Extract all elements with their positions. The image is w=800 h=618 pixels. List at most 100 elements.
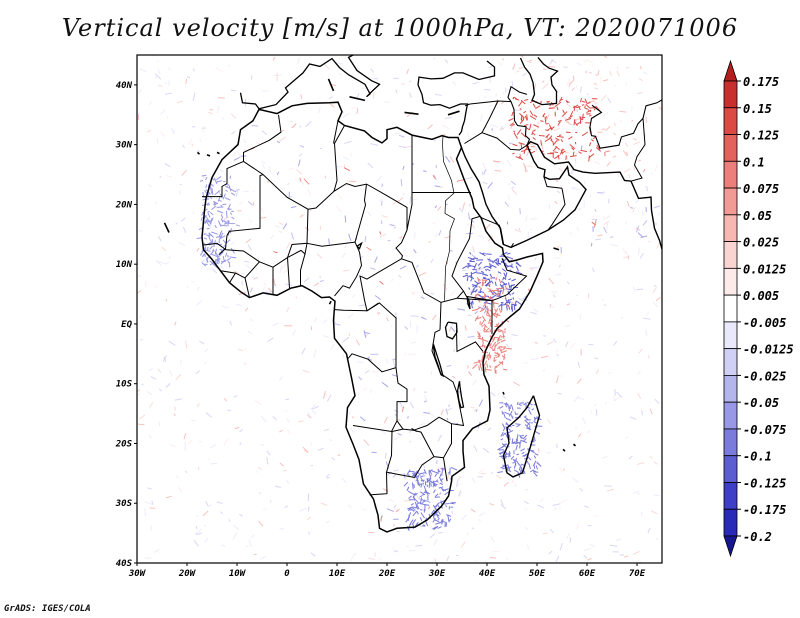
field-streak bbox=[503, 353, 505, 361]
field-streak bbox=[379, 198, 383, 202]
field-streak bbox=[477, 306, 484, 310]
field-streak bbox=[477, 331, 480, 336]
field-streak bbox=[520, 439, 528, 444]
field-streak bbox=[228, 519, 231, 522]
field-streak bbox=[607, 97, 612, 104]
field-streak bbox=[490, 391, 496, 397]
field-streak bbox=[200, 259, 205, 264]
field-streak bbox=[273, 251, 278, 254]
field-streak bbox=[510, 455, 515, 460]
country-border bbox=[442, 423, 452, 482]
field-streak bbox=[342, 353, 345, 358]
field-streak bbox=[530, 357, 539, 361]
field-streak bbox=[549, 138, 557, 143]
field-streak bbox=[490, 124, 498, 128]
field-streak bbox=[633, 138, 637, 141]
field-streak bbox=[595, 146, 602, 152]
field-streak bbox=[506, 159, 512, 167]
field-streak bbox=[425, 517, 428, 520]
field-streak bbox=[500, 346, 506, 348]
field-streak bbox=[485, 368, 492, 371]
field-streak bbox=[637, 392, 642, 399]
field-streak bbox=[487, 353, 490, 357]
field-streak bbox=[478, 518, 481, 523]
field-streak bbox=[223, 244, 226, 248]
colorbar-label: 0.15 bbox=[743, 102, 772, 116]
field-streak bbox=[515, 423, 521, 426]
field-streak bbox=[516, 453, 520, 456]
field-streak bbox=[168, 255, 171, 260]
field-streak bbox=[214, 250, 219, 258]
field-streak bbox=[558, 168, 563, 172]
field-streak bbox=[343, 156, 349, 160]
field-streak bbox=[533, 129, 536, 132]
field-streak bbox=[529, 228, 533, 231]
field-streak bbox=[423, 524, 426, 527]
field-streak bbox=[514, 472, 518, 475]
field-streak bbox=[604, 215, 611, 220]
field-streak bbox=[493, 359, 497, 363]
field-streak bbox=[422, 463, 426, 469]
field-streak bbox=[550, 137, 553, 141]
field-streak bbox=[484, 560, 487, 563]
field-streak bbox=[281, 262, 287, 270]
colorbar-label: -0.075 bbox=[743, 423, 786, 437]
field-streak bbox=[159, 176, 162, 179]
field-streak bbox=[482, 272, 484, 276]
field-streak bbox=[474, 310, 478, 315]
field-streak bbox=[552, 139, 558, 146]
field-streak bbox=[509, 122, 515, 127]
field-streak bbox=[423, 395, 428, 402]
field-streak bbox=[654, 164, 658, 172]
field-streak bbox=[276, 171, 280, 176]
field-streak bbox=[579, 86, 583, 93]
field-streak bbox=[161, 246, 167, 251]
field-streak bbox=[466, 275, 469, 281]
field-streak bbox=[430, 258, 434, 263]
field-streak bbox=[165, 261, 169, 265]
field-streak bbox=[465, 278, 470, 284]
field-streak bbox=[344, 140, 352, 144]
field-streak bbox=[489, 273, 493, 278]
field-streak bbox=[420, 316, 427, 320]
field-streak bbox=[434, 502, 440, 508]
lake-outline bbox=[444, 321, 458, 340]
field-streak bbox=[244, 260, 250, 263]
field-streak bbox=[279, 527, 284, 530]
field-streak bbox=[615, 538, 622, 541]
field-streak bbox=[439, 185, 445, 188]
field-streak bbox=[207, 212, 211, 218]
field-streak bbox=[410, 198, 418, 201]
field-streak bbox=[462, 269, 467, 272]
field-streak bbox=[626, 201, 630, 208]
field-streak bbox=[580, 97, 583, 103]
field-streak bbox=[523, 110, 527, 114]
field-streak bbox=[416, 502, 420, 505]
field-streak bbox=[536, 57, 541, 64]
field-streak bbox=[527, 456, 532, 461]
lat-label: 20S bbox=[115, 439, 133, 449]
field-streak bbox=[148, 367, 154, 372]
field-streak bbox=[343, 269, 349, 272]
field-streak bbox=[351, 416, 354, 419]
field-streak bbox=[438, 230, 442, 236]
field-streak bbox=[284, 410, 288, 413]
field-streak bbox=[275, 485, 282, 488]
field-streak bbox=[431, 470, 438, 474]
field-streak bbox=[219, 235, 226, 240]
field-streak bbox=[524, 98, 529, 102]
field-streak bbox=[444, 491, 449, 496]
country-border bbox=[218, 231, 230, 255]
field-streak bbox=[531, 130, 534, 136]
field-streak bbox=[489, 329, 492, 333]
field-streak bbox=[282, 270, 288, 274]
field-streak bbox=[511, 124, 515, 126]
field-streak bbox=[643, 71, 648, 75]
africa-coastline bbox=[201, 101, 544, 533]
field-streak bbox=[445, 522, 448, 527]
field-streak bbox=[500, 504, 507, 510]
field-streak bbox=[180, 217, 186, 222]
field-streak bbox=[528, 288, 530, 292]
